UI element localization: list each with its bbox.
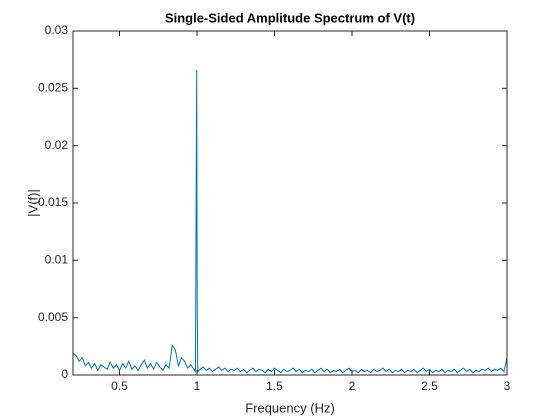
y-tick-label: 0.02 <box>45 138 69 152</box>
x-tick-label: 3 <box>504 379 511 393</box>
y-axis-label: |V(f)| <box>25 189 40 217</box>
y-tick-label: 0.01 <box>45 253 69 267</box>
x-tick-label: 1 <box>194 379 201 393</box>
x-tick-label: 0.5 <box>111 379 128 393</box>
x-tick-label: 2.5 <box>421 379 438 393</box>
x-tick-label: 1.5 <box>266 379 283 393</box>
y-tick-label: 0.03 <box>45 23 69 37</box>
chart-title: Single-Sided Amplitude Spectrum of V(t) <box>165 10 415 25</box>
x-tick-label: 2 <box>349 379 356 393</box>
spectrum-line <box>72 69 508 374</box>
y-tick-label: 0.005 <box>38 310 68 324</box>
plot-area <box>73 31 507 375</box>
axes-box <box>72 30 508 376</box>
y-tick-label: 0.025 <box>38 81 68 95</box>
y-tick-label: 0 <box>61 367 68 381</box>
x-axis-label: Frequency (Hz) <box>245 400 335 415</box>
y-tick-label: 0.015 <box>38 195 68 209</box>
